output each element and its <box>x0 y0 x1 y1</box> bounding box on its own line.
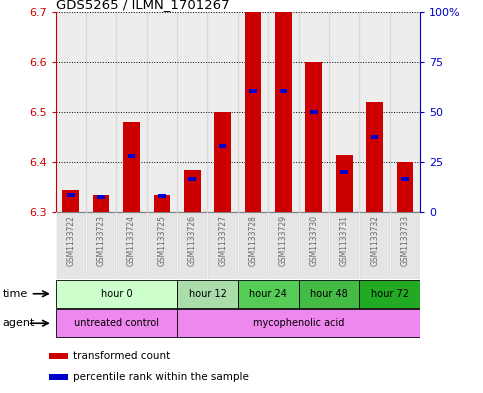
Bar <box>219 144 227 148</box>
Text: agent: agent <box>2 318 35 328</box>
Bar <box>93 195 110 212</box>
Bar <box>86 212 116 279</box>
Bar <box>249 89 257 93</box>
Text: hour 48: hour 48 <box>310 289 348 299</box>
Bar <box>390 212 420 279</box>
Text: hour 12: hour 12 <box>188 289 227 299</box>
Bar <box>56 309 177 337</box>
Bar <box>158 194 166 198</box>
Bar <box>359 212 390 279</box>
Bar <box>359 12 390 212</box>
Text: time: time <box>2 289 28 299</box>
Bar <box>238 212 268 279</box>
Bar <box>275 12 292 212</box>
Bar <box>123 122 140 212</box>
Text: untreated control: untreated control <box>74 318 159 328</box>
Bar <box>62 190 79 212</box>
Bar <box>86 12 116 212</box>
Bar <box>366 102 383 212</box>
Bar <box>397 162 413 212</box>
Bar <box>184 170 200 212</box>
Bar <box>147 12 177 212</box>
Bar <box>56 280 177 308</box>
Bar <box>214 112 231 212</box>
Bar <box>305 62 322 212</box>
Bar <box>49 374 68 380</box>
Text: hour 24: hour 24 <box>249 289 287 299</box>
Bar <box>310 110 318 114</box>
Bar <box>359 280 420 308</box>
Text: hour 72: hour 72 <box>371 289 409 299</box>
Bar <box>329 212 359 279</box>
Bar <box>208 12 238 212</box>
Bar <box>208 212 238 279</box>
Bar <box>280 89 287 93</box>
Bar <box>98 195 105 199</box>
Bar <box>128 154 135 158</box>
Bar <box>116 212 147 279</box>
Bar <box>245 12 261 212</box>
Bar <box>177 212 208 279</box>
Bar <box>49 353 68 360</box>
Text: GDS5265 / ILMN_1701267: GDS5265 / ILMN_1701267 <box>56 0 229 11</box>
Bar <box>177 280 238 308</box>
Bar <box>116 12 147 212</box>
Bar <box>341 170 348 174</box>
Bar <box>177 12 208 212</box>
Bar <box>238 12 268 212</box>
Bar <box>336 154 353 212</box>
Bar <box>268 12 298 212</box>
Bar <box>154 195 170 212</box>
Bar <box>56 12 86 212</box>
Bar <box>298 212 329 279</box>
Text: mycophenolic acid: mycophenolic acid <box>253 318 344 328</box>
Bar <box>401 176 409 181</box>
Bar <box>390 12 420 212</box>
Bar <box>371 135 378 139</box>
Bar <box>177 309 420 337</box>
Text: percentile rank within the sample: percentile rank within the sample <box>73 372 249 382</box>
Bar <box>67 193 74 196</box>
Bar <box>56 212 86 279</box>
Bar <box>298 280 359 308</box>
Bar <box>298 12 329 212</box>
Text: transformed count: transformed count <box>73 351 170 362</box>
Bar <box>147 212 177 279</box>
Text: hour 0: hour 0 <box>100 289 132 299</box>
Bar <box>329 12 359 212</box>
Bar <box>268 212 298 279</box>
Bar <box>238 280 298 308</box>
Bar <box>188 177 196 181</box>
